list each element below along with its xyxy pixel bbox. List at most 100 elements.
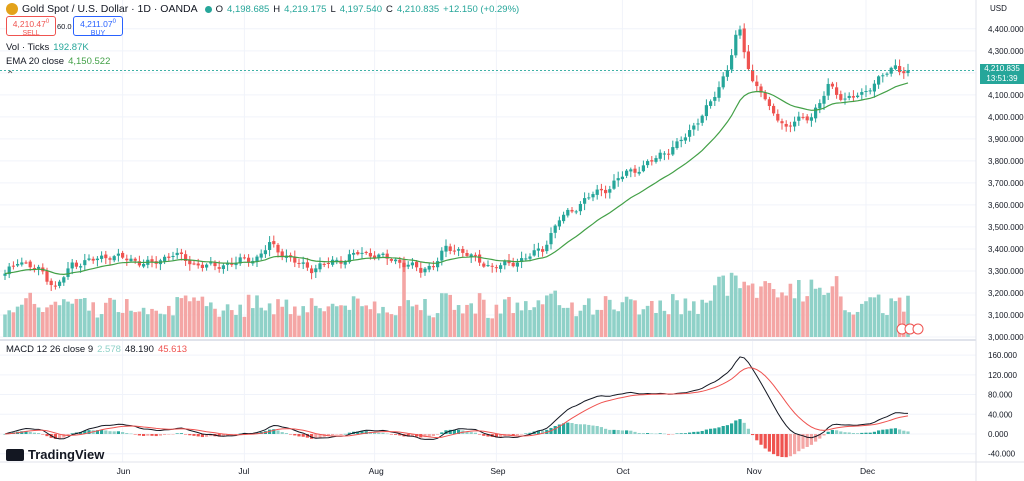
volume-bar [385,312,389,337]
macd-histogram-bar [839,431,843,434]
candle-body [734,34,738,56]
macd-histogram-bar [734,420,738,434]
macd-histogram-bar [797,434,801,452]
candle-body [784,123,788,127]
flag-icon[interactable] [912,323,924,335]
macd-histogram-bar [431,434,435,437]
price-axis-label: 3,200.000 [988,289,1024,298]
macd-histogram-bar [310,434,314,439]
candle-body [70,262,74,269]
volume-bar [171,315,175,337]
tradingview-logo[interactable]: TradingView [6,447,104,462]
candle-body [625,170,629,176]
collapse-legend-icon[interactable]: ⌃ [6,70,15,81]
candle-body [549,233,553,245]
volume-bar [230,310,234,337]
volume-bar [209,302,213,337]
macd-histogram-bar [763,434,767,449]
macd-histogram-bar [221,434,225,437]
candle-body [788,125,792,127]
volume-bar [566,307,570,337]
candle-body [188,260,192,265]
macd-axis-label: 80.000 [988,391,1013,400]
volume-bar [843,310,847,337]
time-axis-label: Jul [238,466,249,476]
volume-bar [650,300,654,337]
volume-bar [53,301,58,337]
macd-histogram-bar [3,434,7,435]
volume-bar [906,295,910,337]
ema-legend[interactable]: EMA 20 close 4,150.522 [6,56,110,67]
macd-histogram-bar [121,432,125,434]
macd-histogram-bar [381,432,385,434]
volume-bar [549,293,553,337]
volume-bar [608,299,612,337]
volume-legend[interactable]: Vol · Ticks 192.87K [6,42,89,53]
candles [3,23,910,291]
candle-body [574,211,578,213]
candle-body [562,214,566,222]
volume-bar [889,298,893,337]
macd-histogram-bar [809,434,813,445]
candle-body [478,254,482,263]
macd-legend[interactable]: MACD 12 26 close 9 2.578 48.190 45.613 [6,344,187,355]
candle-body [511,262,515,267]
volume-bar [582,304,587,337]
candle-body [532,250,536,256]
symbol-title[interactable]: Gold Spot / U.S. Dollar · 1D · OANDA [22,3,198,15]
volume-bar [662,310,667,337]
price-axis-label: 4,100.000 [988,91,1024,100]
macd-histogram-bar [137,434,141,436]
macd-histogram-bar [759,434,763,445]
candle-body [389,259,393,261]
sell-button[interactable]: 4,210.470 SELL [6,16,56,37]
macd-histogram-bar [45,434,49,437]
candle-body [776,113,780,121]
event-flags[interactable] [896,323,924,335]
candle-body [116,253,120,256]
candle-body [499,265,503,269]
macd-histogram-bar [116,431,120,434]
currency-label[interactable]: USD [990,4,1007,13]
macd-histogram-bar [856,433,860,434]
volume-bar [797,280,801,337]
volume-bar [507,296,511,337]
buy-button[interactable]: 4,211.070 BUY [73,16,123,37]
candle-body [385,253,389,259]
volume-bar [612,309,616,337]
time-axis[interactable]: Jun Jul Aug Sep Oct Nov Dec [117,466,876,476]
candle-body [234,262,238,266]
candle-body [482,263,486,267]
candle-body [293,256,297,263]
macd-histogram-bar [587,424,591,434]
volume-bar [482,299,486,337]
candle-body [545,244,549,252]
volume-bar [246,294,251,337]
macd-histogram-bar [100,429,104,434]
volume-bar [830,286,835,337]
volume-bar [540,304,545,337]
price-axis-label: 4,400.000 [988,25,1024,34]
macd-histogram-bar [700,430,704,434]
candle-body [452,250,456,252]
candle-body [679,139,683,142]
candle-body [465,253,469,256]
volume-bar [3,314,7,337]
gold-symbol-icon[interactable] [6,3,18,15]
candle-body [297,262,301,264]
volume-bar [150,308,154,337]
candle-body [104,254,108,259]
macd-line [4,356,909,440]
volume-bar [578,310,583,337]
volume-bar [389,314,394,337]
candle-body [305,262,309,268]
candle-body [688,130,692,137]
candle-body [230,263,234,265]
candle-body [360,252,364,254]
macd-histogram-bar [293,434,297,436]
macd-histogram-bar [37,433,41,434]
low-value: 4,197.540 [339,3,382,15]
macd-axis[interactable]: 160.000 120.000 80.000 40.000 0.000 -40.000 [988,351,1017,459]
volume-bar [528,310,532,337]
